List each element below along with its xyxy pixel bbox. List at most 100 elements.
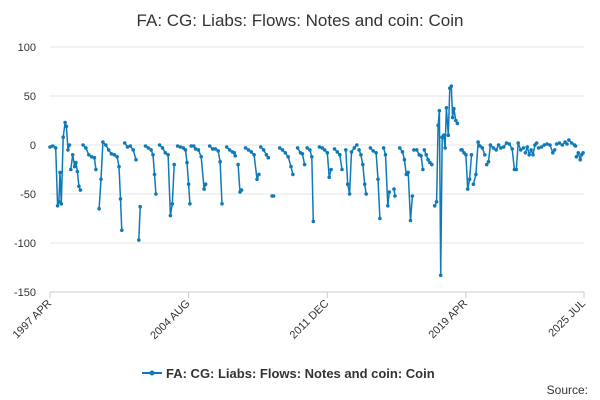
data-point[interactable]: [266, 155, 271, 160]
data-point[interactable]: [207, 144, 212, 148]
data-point[interactable]: [484, 162, 489, 167]
data-point[interactable]: [364, 192, 369, 196]
data-point[interactable]: [146, 146, 151, 150]
data-point[interactable]: [578, 157, 582, 162]
data-point[interactable]: [243, 146, 248, 150]
data-point[interactable]: [376, 177, 380, 182]
data-point[interactable]: [542, 143, 547, 147]
data-point[interactable]: [569, 141, 574, 145]
data-point[interactable]: [69, 167, 73, 172]
data-point[interactable]: [143, 144, 148, 148]
data-point[interactable]: [172, 162, 176, 167]
data-point[interactable]: [104, 143, 108, 147]
data-point[interactable]: [168, 213, 173, 218]
data-point[interactable]: [327, 175, 332, 180]
data-point[interactable]: [444, 106, 449, 110]
data-point[interactable]: [59, 202, 64, 206]
data-point[interactable]: [84, 146, 88, 150]
data-point[interactable]: [393, 194, 397, 198]
data-point[interactable]: [189, 144, 193, 148]
data-point[interactable]: [308, 148, 312, 152]
data-point[interactable]: [186, 182, 191, 186]
data-point[interactable]: [170, 202, 175, 206]
data-point[interactable]: [233, 154, 237, 158]
data-point[interactable]: [469, 153, 474, 157]
data-point[interactable]: [422, 148, 427, 152]
data-point[interactable]: [434, 200, 439, 204]
data-point[interactable]: [455, 121, 460, 126]
data-point[interactable]: [310, 155, 314, 159]
data-point[interactable]: [249, 150, 254, 154]
data-point[interactable]: [252, 153, 256, 157]
data-point[interactable]: [160, 146, 165, 150]
data-point[interactable]: [259, 145, 263, 149]
data-point[interactable]: [81, 143, 85, 147]
data-point[interactable]: [183, 148, 188, 152]
data-point[interactable]: [89, 155, 94, 159]
data-point[interactable]: [349, 150, 354, 154]
data-point[interactable]: [504, 141, 509, 145]
data-point[interactable]: [305, 146, 309, 150]
data-point[interactable]: [137, 238, 141, 242]
data-point[interactable]: [149, 148, 153, 152]
data-point[interactable]: [419, 154, 423, 158]
data-point[interactable]: [437, 108, 442, 113]
data-point[interactable]: [534, 141, 539, 145]
data-point[interactable]: [112, 153, 117, 157]
data-point[interactable]: [494, 148, 498, 152]
data-point[interactable]: [64, 124, 69, 129]
data-point[interactable]: [491, 146, 496, 150]
data-point[interactable]: [352, 146, 357, 150]
data-point[interactable]: [560, 143, 565, 147]
data-point[interactable]: [311, 219, 316, 224]
data-point[interactable]: [344, 148, 348, 152]
data-point[interactable]: [501, 145, 506, 149]
data-point[interactable]: [436, 123, 440, 128]
data-point[interactable]: [193, 147, 198, 151]
data-point[interactable]: [134, 157, 138, 162]
data-point[interactable]: [548, 143, 552, 147]
data-point[interactable]: [196, 148, 201, 152]
data-point[interactable]: [374, 151, 378, 155]
data-point[interactable]: [551, 151, 555, 155]
data-point[interactable]: [300, 152, 305, 156]
data-point[interactable]: [387, 190, 392, 194]
data-point[interactable]: [467, 177, 472, 182]
data-point[interactable]: [527, 153, 531, 157]
data-point[interactable]: [280, 148, 285, 152]
data-point[interactable]: [224, 145, 229, 149]
data-point[interactable]: [239, 188, 244, 192]
data-point[interactable]: [203, 182, 208, 186]
data-point[interactable]: [536, 146, 541, 150]
data-point[interactable]: [516, 141, 520, 145]
data-point[interactable]: [202, 187, 206, 191]
data-point[interactable]: [525, 145, 530, 149]
data-point[interactable]: [120, 228, 124, 233]
data-point[interactable]: [355, 143, 359, 147]
data-point[interactable]: [277, 146, 282, 150]
data-point[interactable]: [61, 135, 65, 139]
data-point[interactable]: [128, 144, 133, 148]
data-point[interactable]: [574, 155, 579, 159]
data-point[interactable]: [474, 172, 478, 177]
data-point[interactable]: [109, 152, 114, 156]
data-point[interactable]: [510, 147, 514, 151]
data-point[interactable]: [117, 164, 121, 169]
data-point[interactable]: [51, 144, 55, 148]
data-point[interactable]: [286, 155, 291, 159]
data-point[interactable]: [157, 143, 162, 147]
data-point[interactable]: [87, 153, 91, 157]
data-point[interactable]: [191, 144, 196, 148]
data-point[interactable]: [338, 153, 342, 157]
data-point[interactable]: [345, 182, 350, 186]
data-point[interactable]: [507, 142, 512, 146]
data-point[interactable]: [412, 148, 416, 152]
data-point[interactable]: [499, 146, 503, 150]
data-point[interactable]: [94, 167, 98, 172]
data-point[interactable]: [465, 187, 470, 191]
data-point[interactable]: [163, 151, 168, 155]
data-point[interactable]: [66, 148, 70, 152]
data-point[interactable]: [264, 153, 269, 157]
data-point[interactable]: [55, 204, 60, 208]
data-point[interactable]: [392, 187, 396, 191]
